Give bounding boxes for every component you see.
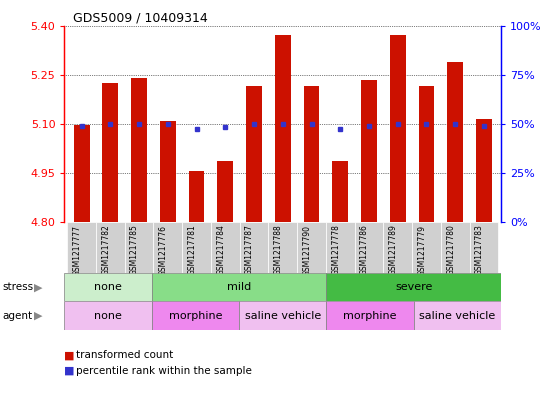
- Bar: [275, 35, 291, 222]
- Bar: [152, 301, 239, 330]
- Text: GSM1217778: GSM1217778: [332, 224, 340, 275]
- Text: transformed count: transformed count: [76, 350, 173, 360]
- Bar: [74, 125, 90, 222]
- Text: GSM1217790: GSM1217790: [302, 224, 311, 275]
- Text: saline vehicle: saline vehicle: [245, 310, 321, 321]
- Bar: [326, 222, 354, 273]
- Bar: [333, 162, 348, 222]
- Text: GSM1217789: GSM1217789: [389, 224, 398, 275]
- Bar: [354, 222, 384, 273]
- Text: agent: agent: [3, 310, 33, 321]
- Text: morphine: morphine: [343, 310, 397, 321]
- Bar: [160, 121, 176, 222]
- Text: severe: severe: [395, 282, 432, 292]
- Text: GSM1217781: GSM1217781: [188, 224, 197, 275]
- Bar: [125, 222, 153, 273]
- Text: GSM1217787: GSM1217787: [245, 224, 254, 275]
- Bar: [297, 222, 326, 273]
- Bar: [384, 222, 412, 273]
- Bar: [268, 222, 297, 273]
- Text: morphine: morphine: [169, 310, 222, 321]
- Bar: [240, 222, 268, 273]
- Text: ■: ■: [64, 350, 78, 360]
- Bar: [189, 171, 204, 222]
- Text: stress: stress: [3, 282, 34, 292]
- Bar: [131, 78, 147, 222]
- Bar: [304, 86, 319, 222]
- Bar: [152, 273, 326, 301]
- Bar: [326, 273, 501, 301]
- Text: ▶: ▶: [34, 310, 43, 321]
- Bar: [390, 35, 405, 222]
- Text: none: none: [94, 282, 122, 292]
- Text: GSM1217776: GSM1217776: [159, 224, 168, 275]
- Text: none: none: [94, 310, 122, 321]
- Bar: [64, 301, 152, 330]
- Text: GDS5009 / 10409314: GDS5009 / 10409314: [73, 11, 208, 24]
- Bar: [67, 222, 96, 273]
- Text: saline vehicle: saline vehicle: [419, 310, 496, 321]
- Bar: [361, 79, 377, 222]
- Text: GSM1217788: GSM1217788: [274, 224, 283, 275]
- Bar: [476, 119, 492, 222]
- Bar: [414, 301, 501, 330]
- Text: GSM1217785: GSM1217785: [130, 224, 139, 275]
- Bar: [412, 222, 441, 273]
- Text: GSM1217784: GSM1217784: [216, 224, 225, 275]
- Bar: [96, 222, 125, 273]
- Bar: [211, 222, 240, 273]
- Bar: [246, 86, 262, 222]
- Text: GSM1217777: GSM1217777: [73, 224, 82, 275]
- Text: GSM1217782: GSM1217782: [101, 224, 110, 275]
- Bar: [217, 162, 233, 222]
- Bar: [441, 222, 470, 273]
- Text: ■: ■: [64, 366, 78, 376]
- Bar: [447, 62, 463, 222]
- Bar: [418, 86, 435, 222]
- Bar: [182, 222, 211, 273]
- Text: GSM1217779: GSM1217779: [418, 224, 427, 275]
- Text: GSM1217780: GSM1217780: [446, 224, 455, 275]
- Bar: [153, 222, 182, 273]
- Bar: [102, 83, 118, 222]
- Text: GSM1217786: GSM1217786: [360, 224, 369, 275]
- Bar: [470, 222, 498, 273]
- Bar: [326, 301, 414, 330]
- Text: percentile rank within the sample: percentile rank within the sample: [76, 366, 251, 376]
- Text: GSM1217783: GSM1217783: [475, 224, 484, 275]
- Text: ▶: ▶: [34, 282, 43, 292]
- Bar: [64, 273, 152, 301]
- Text: mild: mild: [227, 282, 251, 292]
- Bar: [239, 301, 326, 330]
